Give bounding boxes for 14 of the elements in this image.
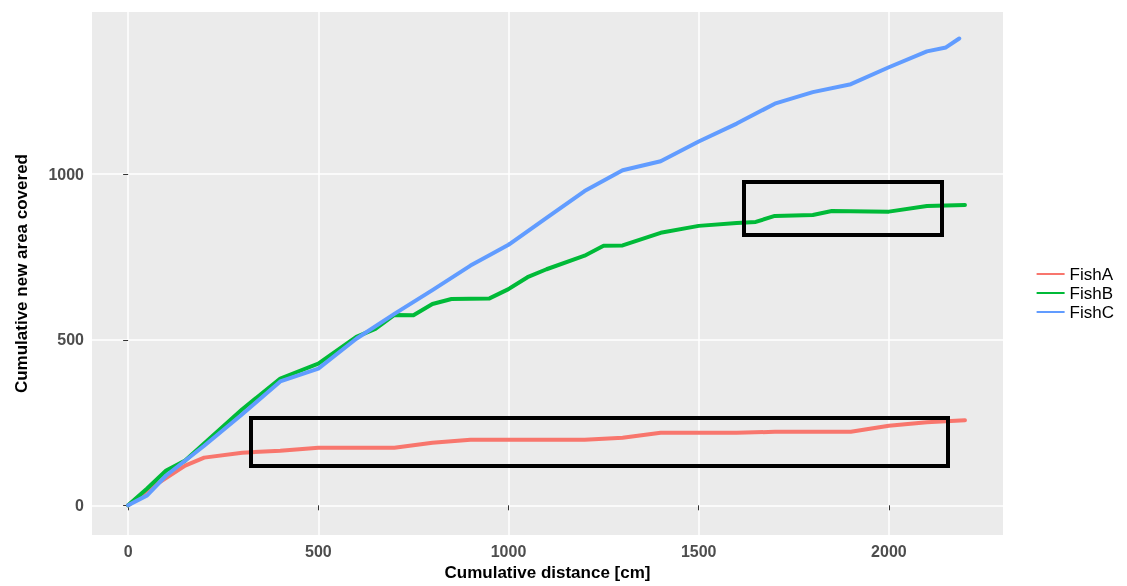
x-tick-label: 2000: [871, 542, 907, 560]
y-tick-label: 500: [57, 331, 85, 349]
x-axis-title: Cumulative distance [cm]: [444, 563, 651, 582]
legend-label: FishB: [1069, 283, 1114, 303]
legend-label: FishC: [1069, 302, 1115, 322]
line-series: [126, 36, 962, 508]
y-tick-label: 1000: [48, 165, 85, 183]
x-tick-label: 500: [304, 542, 332, 560]
x-tick-label: 0: [123, 542, 133, 560]
y-axis-title: Cumulative new area covered: [12, 154, 31, 394]
legend-label: FishA: [1069, 264, 1114, 284]
y-tick-label: 0: [75, 496, 85, 514]
x-tick-label: 1500: [680, 542, 717, 560]
x-tick-label: 1000: [490, 542, 527, 560]
